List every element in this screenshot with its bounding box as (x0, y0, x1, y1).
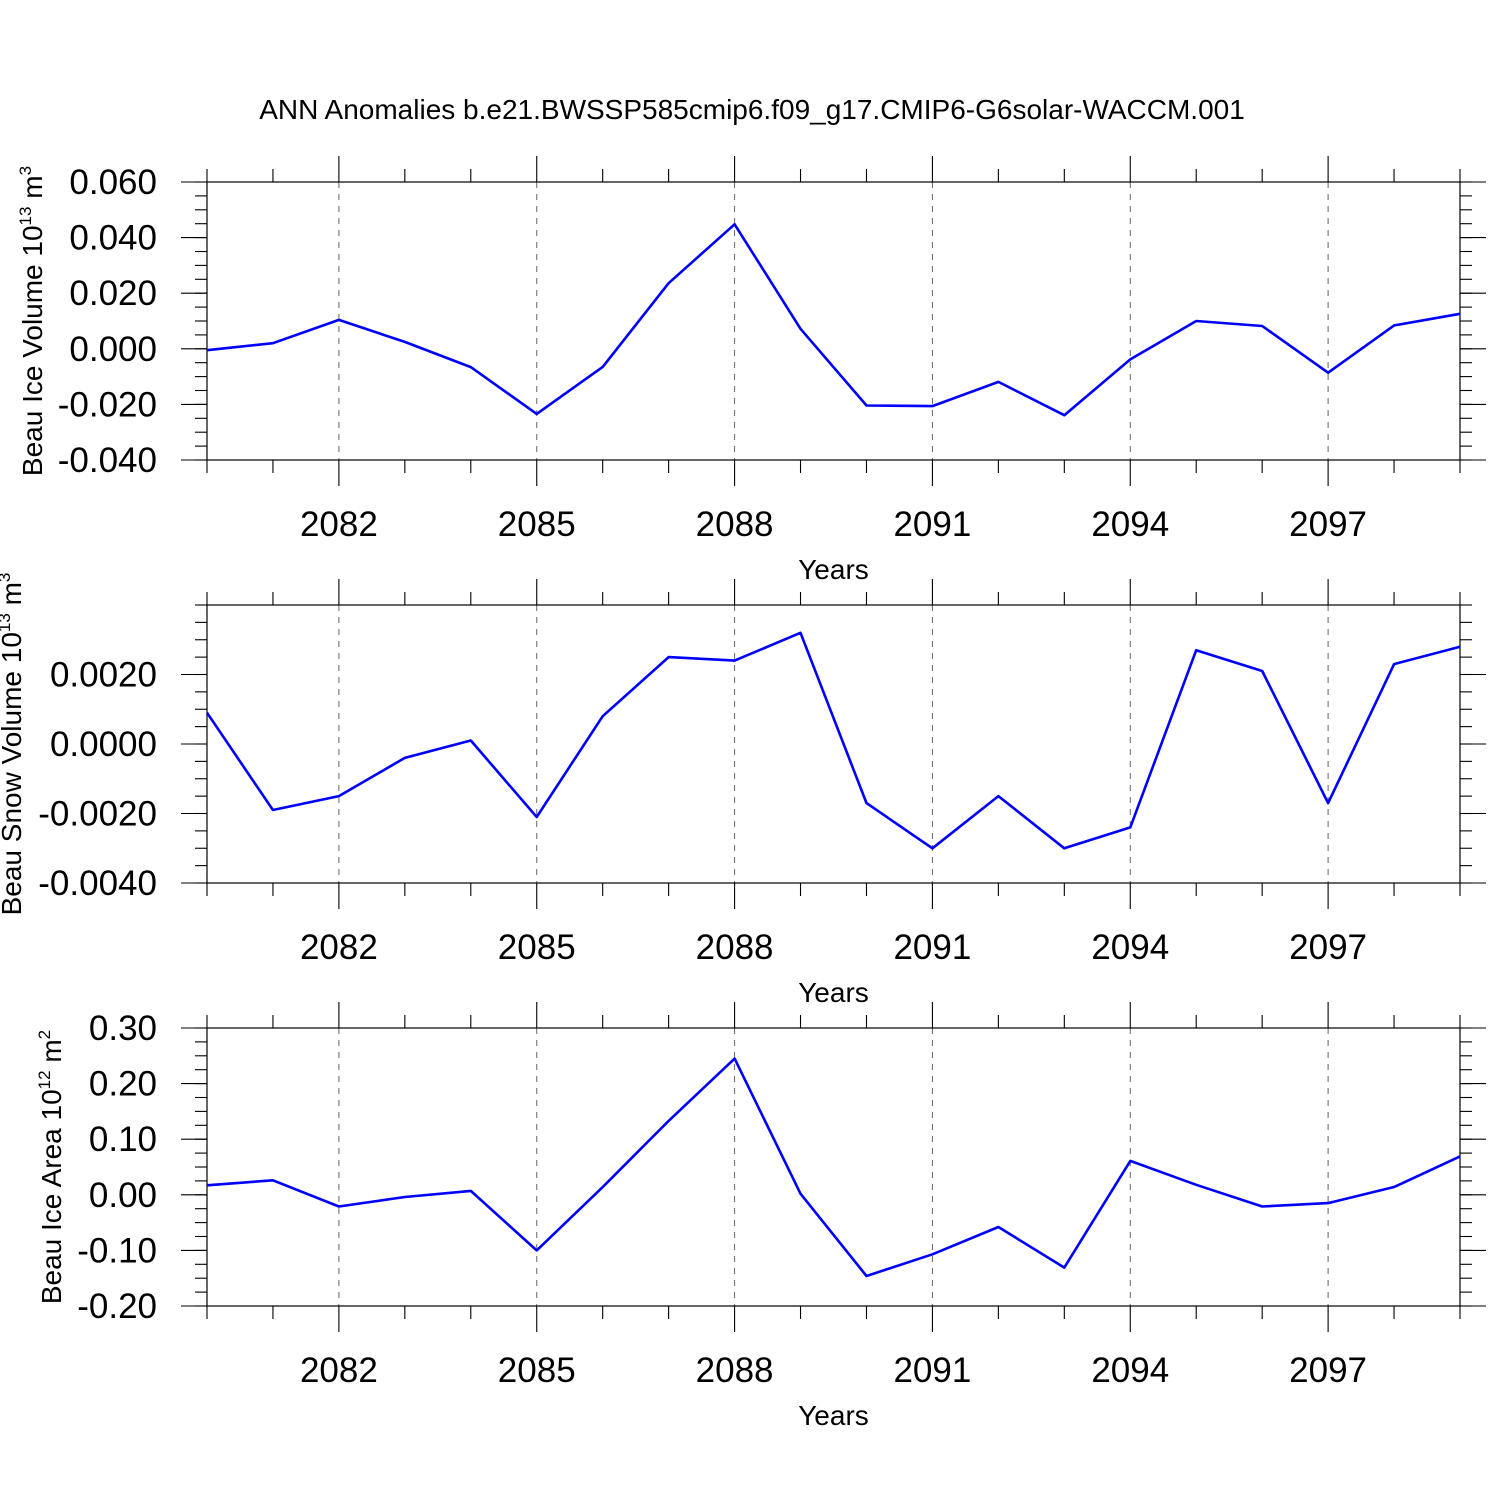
y-axis-label: Beau Ice Volume 1013 m3 (16, 166, 48, 476)
x-tick-label: 2085 (498, 1351, 576, 1390)
x-tick-label: 2085 (498, 928, 576, 967)
series-line (206, 1057, 1461, 1278)
y-axis-label-exponent: 13 (0, 613, 14, 632)
y-tick-label: -0.020 (58, 385, 157, 424)
x-tick-label: 2094 (1091, 928, 1169, 967)
y-axis-label: Beau Snow Volume 1013 m3 (0, 573, 27, 916)
x-axis-label: Years (798, 554, 869, 585)
x-tick-label: 2088 (696, 1351, 774, 1390)
y-tick-label: 0.000 (69, 330, 157, 369)
series-line (205, 631, 1461, 850)
y-axis-label-exponent: 13 (16, 207, 35, 226)
y-tick-label: 0.020 (69, 274, 157, 313)
panel-3: 2082 2085 2088 2091 2094 2097 -0.20 -0.10 0.00 0.… (35, 1002, 1486, 1431)
x-tick-label: 2082 (300, 505, 378, 544)
x-tick-label: 2088 (696, 928, 774, 967)
x-tick-label: 2085 (498, 505, 576, 544)
y-axis-label-unit-exponent: 2 (35, 1030, 54, 1039)
y-axis-label-unit-exponent: 3 (0, 573, 14, 582)
x-axis-label: Years (798, 977, 869, 1008)
y-axis-label-unit-exponent: 3 (16, 166, 35, 175)
x-tick-label: 2082 (300, 928, 378, 967)
y-axis-label-exponent: 12 (35, 1070, 54, 1089)
y-tick-label: 0.0000 (50, 725, 157, 764)
plot-frame (206, 604, 1461, 884)
y-tick-label: 0.20 (89, 1065, 157, 1104)
y-tick-label: 0.040 (69, 219, 157, 258)
x-tick-label: 2094 (1091, 1351, 1169, 1390)
y-axis-label: Beau Ice Area 1012 m2 (35, 1030, 67, 1304)
x-tick-label: 2091 (893, 1351, 971, 1390)
y-axis-label-main: Beau Ice Volume 10 (17, 225, 48, 476)
x-tick-label: 2094 (1091, 505, 1169, 544)
x-tick-label: 2097 (1289, 1351, 1367, 1390)
y-tick-label: 0.30 (89, 1009, 157, 1048)
x-tick-label: 2091 (893, 505, 971, 544)
y-tick-label: 0.10 (89, 1120, 157, 1159)
y-tick-label: 0.00 (89, 1176, 157, 1215)
y-tick-label: -0.20 (77, 1287, 157, 1326)
panel-2: 2082 2085 2088 2091 2094 2097 -0.0040 -0.0020 0.… (0, 573, 1486, 1008)
x-tick-label: 2088 (696, 505, 774, 544)
panel-1: 2082 2085 2088 2091 2094 2097 -0.040 -0.020 0.00… (16, 156, 1486, 585)
y-tick-label: -0.0040 (38, 864, 157, 903)
y-tick-label: -0.0020 (38, 795, 157, 834)
x-tick-label: 2097 (1289, 928, 1367, 967)
series-line (206, 223, 1461, 417)
x-tick-label: 2097 (1289, 505, 1367, 544)
x-tick-label: 2082 (300, 1351, 378, 1390)
y-tick-label: -0.040 (58, 441, 157, 480)
y-axis-label-main: Beau Ice Area 10 (36, 1089, 67, 1304)
y-axis-label-main: Beau Snow Volume 10 (0, 632, 27, 915)
y-axis-label-unit: m (0, 582, 27, 613)
plot-frame (206, 1027, 1461, 1307)
x-axis-label: Years (798, 1400, 869, 1431)
y-axis-label-unit: m (36, 1039, 67, 1070)
panels: 2082 2085 2088 2091 2094 2097 -0.040 -0.020 0.00… (0, 156, 1486, 1431)
y-axis-label-unit: m (17, 175, 48, 206)
chart-title: ANN Anomalies b.e21.BWSSP585cmip6.f09_g1… (259, 94, 1245, 125)
y-tick-label: -0.10 (77, 1231, 157, 1270)
plot-frame (206, 181, 1461, 461)
y-tick-label: 0.060 (69, 163, 157, 202)
x-tick-label: 2091 (893, 928, 971, 967)
y-tick-label: 0.0020 (50, 656, 157, 695)
